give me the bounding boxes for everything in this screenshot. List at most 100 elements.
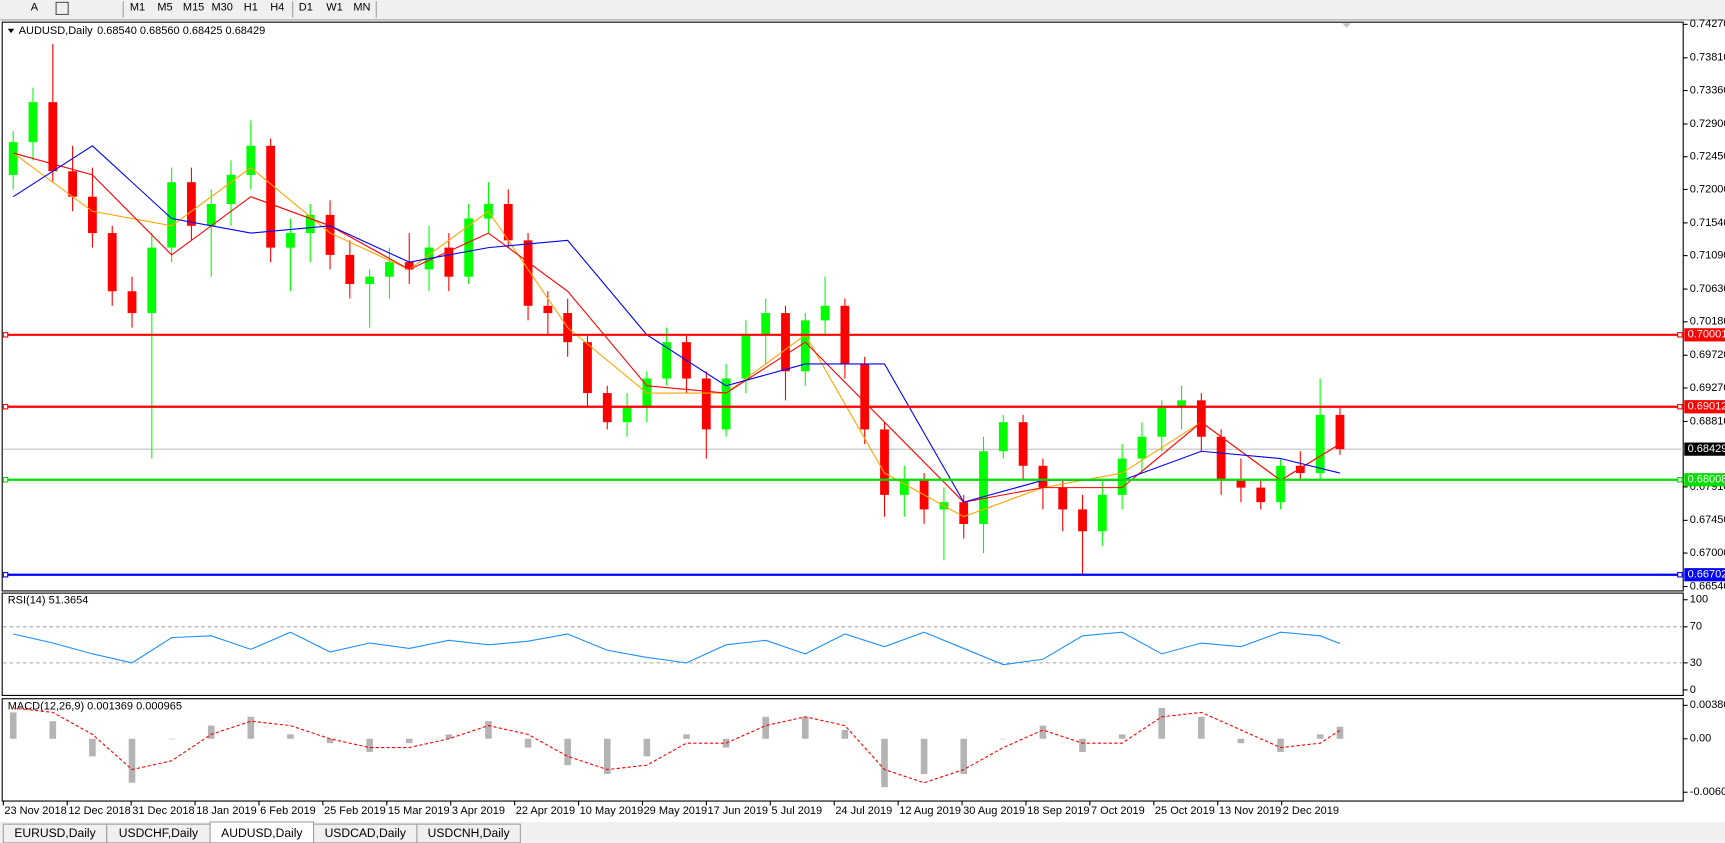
x-tick-label: 29 May 2019 — [644, 805, 708, 817]
timeframe-button[interactable]: H4 — [270, 2, 284, 14]
candle-body — [860, 363, 870, 430]
candle-body — [404, 262, 414, 270]
candle-body — [701, 378, 711, 430]
moving-average — [12, 152, 1341, 518]
macd-bar — [1158, 708, 1166, 739]
x-tick-label: 22 Apr 2019 — [516, 805, 575, 817]
macd-bar — [1336, 726, 1344, 739]
candle-body — [286, 233, 295, 248]
candle-body — [820, 305, 830, 321]
tab-label[interactable]: USDCHF,Daily — [119, 826, 199, 840]
shift-marker — [1342, 23, 1351, 28]
candle-body — [1196, 400, 1206, 437]
timeframe-button[interactable]: M1 — [130, 2, 145, 14]
candle-body — [979, 451, 988, 524]
chart-quote: 0.68540 0.68560 0.68425 0.68429 — [97, 25, 265, 37]
level-handle — [1677, 477, 1683, 483]
candle-body — [1315, 414, 1325, 474]
candle-body — [444, 247, 454, 277]
candle-body — [266, 145, 276, 248]
macd-bar — [801, 716, 809, 739]
timeframe-button[interactable]: M5 — [157, 2, 172, 14]
collapse-arrow — [7, 28, 15, 34]
label-tool[interactable] — [55, 1, 69, 16]
candle-body — [107, 233, 117, 292]
macd-bar — [920, 738, 928, 774]
macd-panel — [1, 698, 1684, 802]
candle-body — [48, 102, 58, 172]
macd-bar — [1079, 738, 1086, 752]
candle-body — [1256, 487, 1266, 503]
level-handle — [1677, 403, 1683, 410]
tab-label[interactable]: USDCNH,Daily — [428, 826, 511, 840]
candle-body — [503, 203, 513, 241]
indicator-title: MACD(12,26,9) 0.001369 0.000965 — [8, 700, 182, 712]
candle-body — [206, 203, 216, 226]
x-tick-label: 10 May 2019 — [580, 805, 644, 817]
macd-bar — [445, 734, 453, 739]
timeframe-button[interactable]: D1 — [299, 2, 313, 14]
macd-bar — [1000, 738, 1007, 740]
candle-body — [523, 240, 533, 306]
candle-body — [1097, 494, 1107, 532]
text-tool[interactable]: A — [31, 2, 39, 14]
macd-bar — [168, 738, 175, 740]
candle-body — [8, 142, 18, 175]
toolbar — [0, 0, 1725, 20]
timeframe-button[interactable]: MN — [353, 2, 370, 14]
x-tick-label: 18 Jan 2019 — [196, 805, 257, 817]
candle-body — [305, 214, 315, 234]
candle-body — [1236, 480, 1246, 488]
timeframe-button[interactable]: M15 — [183, 2, 204, 14]
x-tick-label: 12 Aug 2019 — [899, 805, 961, 817]
timeframe-button[interactable]: H1 — [244, 2, 258, 14]
macd-bar — [722, 738, 730, 748]
x-tick-label: 17 Jun 2019 — [707, 805, 768, 817]
y-tick-label: 0 — [1690, 684, 1696, 696]
moving-average — [12, 145, 1341, 503]
macd-bar — [1198, 716, 1205, 739]
candle-body — [1295, 465, 1305, 474]
candle-body — [741, 334, 751, 379]
y-tick-label: 70 — [1690, 621, 1702, 633]
candle-body — [1276, 465, 1285, 503]
moving-average — [13, 152, 1341, 503]
macd-bar — [326, 738, 334, 744]
indicator-title: RSI(14) 51.3654 — [8, 595, 89, 607]
macd-bar — [960, 738, 968, 774]
candle-body — [1058, 487, 1068, 510]
level-handle — [2, 477, 9, 483]
tab-label[interactable]: EURUSD,Daily — [14, 826, 96, 840]
candle-body — [127, 291, 137, 314]
candle-body — [1335, 414, 1345, 450]
x-tick-label: 12 Dec 2018 — [68, 805, 130, 817]
rsi-line — [13, 631, 1341, 666]
candle-body — [325, 214, 335, 255]
x-tick-label: 30 Aug 2019 — [963, 805, 1025, 817]
macd-bar — [405, 738, 413, 744]
level-handle — [2, 571, 9, 578]
macd-bar — [1039, 725, 1047, 739]
macd-bar — [207, 725, 215, 739]
timeframe-button[interactable]: M30 — [212, 2, 233, 14]
macd-bar — [683, 734, 690, 739]
timeframe-button[interactable]: W1 — [326, 2, 343, 14]
macd-bar — [49, 721, 57, 739]
macd-bar — [128, 738, 136, 783]
tab-label[interactable]: USDCAD,Daily — [325, 826, 407, 840]
candle-body — [622, 407, 632, 423]
candle-body — [167, 182, 177, 248]
candle-body — [1117, 458, 1127, 495]
level-label: 0.68008 — [1688, 474, 1725, 486]
x-tick-label: 18 Sep 2019 — [1027, 805, 1089, 817]
x-tick-label: 6 Feb 2019 — [260, 805, 316, 817]
tab-label[interactable]: AUDUSD,Daily — [221, 826, 303, 840]
